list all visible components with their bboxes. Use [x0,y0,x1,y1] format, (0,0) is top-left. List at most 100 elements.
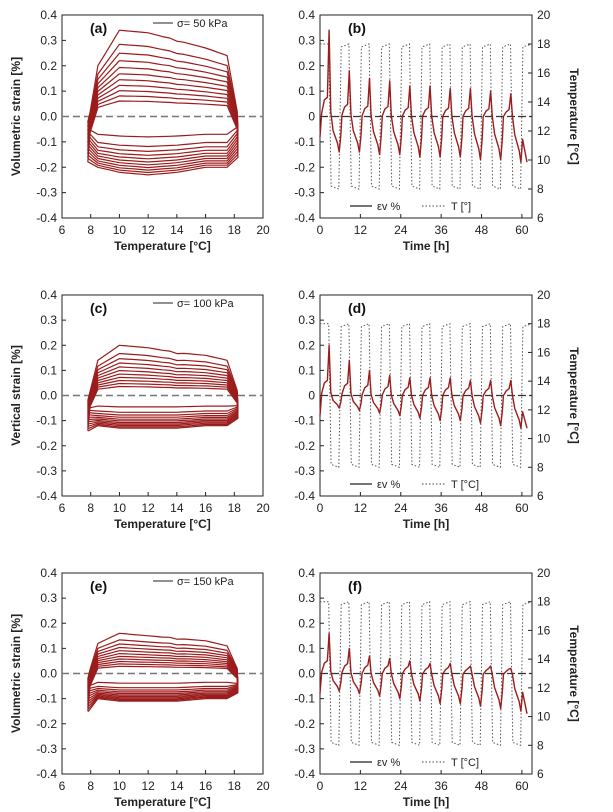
legend-label: σ= 150 kPa [177,576,235,588]
strain-series [319,29,528,163]
x-tick-label: 0 [317,223,324,237]
x-tick-label: 48 [475,779,489,793]
x-tick-label: 8 [87,779,94,793]
x-tick-label: 12 [354,779,368,793]
y-tick-label: 0 [308,389,315,403]
y-right-tick-label: 18 [537,317,551,331]
y-right-tick-label: 6 [537,489,544,503]
x-tick-label: 36 [434,501,448,515]
y-right-tick-label: 12 [537,403,551,417]
y-tick-label: -0.2 [294,439,315,453]
x-tick-label: 6 [59,501,66,515]
y-tick-label: 0.1 [298,363,315,377]
y-tick-label: -0.2 [36,439,57,453]
strain-loop-cycle-11 [87,665,239,712]
y-tick-label: 0 [308,110,315,124]
y-axis-label: Vertical strain [%] [9,345,23,446]
strain-loop-cycle-11 [87,100,239,176]
y-right-tick-label: 10 [537,153,551,167]
x-tick-label: 12 [354,501,368,515]
panel-c: -0.4 -0.3 -0.2 -0.1 0.0 0.1 0.2 0.3 0.4 6 8 10 12 14 1… [9,288,270,531]
panel-label: (a) [90,20,107,36]
y-tick-label: -0.3 [36,464,57,478]
x-tick-label: 6 [59,779,66,793]
y-right-tick-label: 8 [537,460,544,474]
panel-label: (e) [90,578,107,594]
x-tick-label: 12 [141,223,155,237]
x-tick-label: 12 [141,779,155,793]
x-tick-label: 24 [394,501,408,515]
y-tick-label: 0.1 [40,641,57,655]
panel-b: -0.4 -0.3 -0.2 -0.1 0 0.1 0.2 0.3 0.4 0 12 24 36 48 60… [294,8,581,253]
y-tick-label: 0.3 [298,591,315,605]
panel-label: (f) [348,578,362,594]
y-tick-label: 0.0 [298,667,315,681]
y-tick-label: -0.1 [36,135,57,149]
y-tick-label: -0.4 [36,489,57,503]
y-tick-label: 0.2 [40,616,57,630]
x-tick-label: 12 [354,223,368,237]
y-right-tick-label: 6 [537,211,544,225]
x-tick-label: 0 [317,779,324,793]
x-axis-label: Temperature [°C] [114,517,211,531]
x-tick-label: 14 [170,223,184,237]
x-axis-label: Time [h] [403,239,449,253]
y-tick-label: 0.3 [298,313,315,327]
x-tick-label: 16 [199,501,213,515]
x-tick-label: 60 [515,779,529,793]
y-right-tick-label: 14 [537,95,551,109]
y-right-tick-label: 8 [537,182,544,196]
x-tick-label: 18 [228,223,242,237]
y-tick-label: 0.2 [298,616,315,630]
y-tick-label: 0.4 [40,8,57,22]
x-tick-label: 8 [87,501,94,515]
x-tick-label: 36 [434,223,448,237]
y-tick-label: -0.2 [294,160,315,174]
strain-loop-cycle-1 [87,29,239,138]
y-tick-label: 0.3 [298,33,315,47]
x-tick-label: 60 [515,223,529,237]
x-tick-label: 6 [59,223,66,237]
y-tick-label: -0.1 [294,414,315,428]
y-tick-label: -0.1 [294,692,315,706]
y-tick-label: -0.4 [294,489,315,503]
legend-label: σ= 100 kPa [177,298,235,310]
y-tick-label: -0.2 [36,160,57,174]
x-tick-label: 60 [515,501,529,515]
panel-label: (c) [90,300,107,316]
x-tick-label: 10 [113,779,127,793]
y-tick-label: 0.1 [40,84,57,98]
y-right-tick-label: 12 [537,124,551,138]
strain-series [319,344,528,429]
y-tick-label: 0.1 [298,641,315,655]
y-tick-label: 0.4 [298,8,315,22]
y-tick-label: 0.3 [40,33,57,47]
temperature-series [320,600,533,747]
x-tick-label: 14 [170,779,184,793]
legend-label-temperature: T [°] [451,201,471,213]
y-right-axis-label: Temperature [°C] [567,347,581,444]
y-tick-label: -0.2 [36,717,57,731]
y-tick-label: 0.4 [40,566,57,580]
y-tick-label: 0.0 [40,667,57,681]
x-tick-label: 0 [317,501,324,515]
legend-label-strain: εv % [377,757,400,769]
y-tick-label: -0.1 [36,414,57,428]
legend-label-strain: εv % [377,201,400,213]
y-tick-label: 0.3 [40,591,57,605]
legend-label-temperature: T [°C] [451,757,479,769]
y-tick-label: -0.4 [36,211,57,225]
y-tick-label: 0.2 [40,59,57,73]
strain-loop-cycle-1 [87,632,239,687]
x-tick-label: 8 [87,223,94,237]
x-tick-label: 18 [228,779,242,793]
y-right-tick-label: 20 [537,8,551,22]
y-tick-label: -0.4 [294,767,315,781]
y-right-tick-label: 8 [537,738,544,752]
y-right-tick-label: 18 [537,37,551,51]
x-tick-label: 48 [475,223,489,237]
strain-loop-cycle-11 [87,385,239,432]
strain-series [319,632,528,714]
panel-a: -0.4 -0.3 -0.2 -0.1 0.0 0.1 0.2 0.3 0.4 6 8 10 12 14 1… [9,8,270,253]
y-tick-label: -0.3 [294,464,315,478]
